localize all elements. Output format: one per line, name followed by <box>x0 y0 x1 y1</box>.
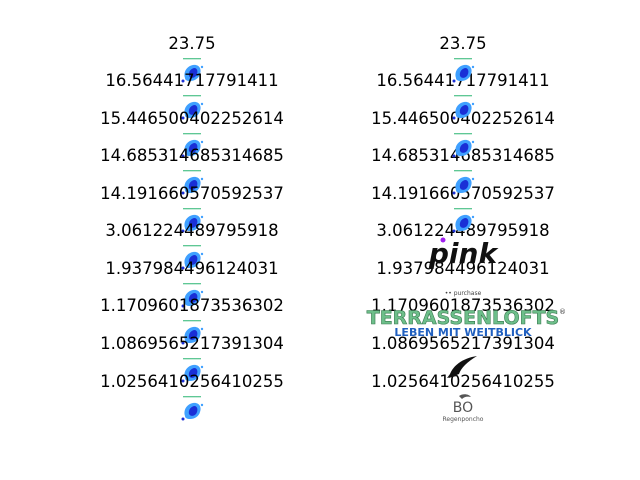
right-value-0: 23.75 <box>439 34 487 53</box>
left-icon-1: ▾▾▾▾▾▾▾▾▾ <box>32 93 352 120</box>
left-icon-8: ▾▾▾▾▾▾▾▾▾ <box>32 356 352 383</box>
terrassenlofts-logo: TERRASSENLOFTS ® LEBEN MIT WEITBLICK <box>303 307 623 344</box>
blue-splash-logo-icon: ▾▾▾▾▾▾▾▾▾ <box>181 394 204 421</box>
right-splash-icon-1: ▾▾▾▾▾▾▾▾▾ <box>303 93 623 120</box>
blue-splash-logo-icon: ▾▾▾▾▾▾▾▾▾ <box>452 131 475 158</box>
terrassenlofts-logo-icon: TERRASSENLOFTS ® LEBEN MIT WEITBLICK <box>366 307 566 339</box>
right-value-7: 1.1709601873536302 <box>371 296 555 315</box>
svg-text:▾▾▾▾▾▾▾▾▾: ▾▾▾▾▾▾▾▾▾ <box>183 206 201 211</box>
left-value-8: 1.0869565217391304 <box>100 334 284 353</box>
left-value-9: 1.0256410256410255 <box>100 372 284 391</box>
blue-splash-logo-icon: ▾▾▾▾▾▾▾▾▾ <box>181 243 204 270</box>
svg-text:▾▾▾▾▾▾▾▾▾: ▾▾▾▾▾▾▾▾▾ <box>454 206 472 211</box>
arrow-swoosh-icon <box>447 356 477 378</box>
left-icon-0: ▾▾▾▾▾▾▾▾▾ <box>32 56 352 83</box>
svg-text:▾▾▾▾▾▾▾▾▾: ▾▾▾▾▾▾▾▾▾ <box>183 168 201 173</box>
blue-splash-logo-icon: ▾▾▾▾▾▾▾▾▾ <box>181 356 204 383</box>
left-icon-7: ▾▾▾▾▾▾▾▾▾ <box>32 318 352 345</box>
right-value-6: 1.937984496124031 <box>376 259 550 278</box>
svg-text:▾▾▾▾▾▾▾▾▾: ▾▾▾▾▾▾▾▾▾ <box>183 131 201 136</box>
svg-text:pink: pink <box>428 237 500 270</box>
left-value-6: 1.937984496124031 <box>105 259 279 278</box>
blue-splash-logo-icon: ▾▾▾▾▾▾▾▾▾ <box>181 131 204 158</box>
right-splash-icon-4: ▾▾▾▾▾▾▾▾▾ <box>303 206 623 233</box>
svg-text:▾▾▾▾▾▾▾▾▾: ▾▾▾▾▾▾▾▾▾ <box>454 93 472 98</box>
blue-splash-logo-icon: ▾▾▾▾▾▾▾▾▾ <box>181 168 204 195</box>
left-value-0: 23.75 <box>168 34 216 53</box>
right-value-9: 1.0256410256410255 <box>371 372 555 391</box>
svg-text:▾▾▾▾▾▾▾▾▾: ▾▾▾▾▾▾▾▾▾ <box>183 281 201 286</box>
blue-splash-logo-icon: ▾▾▾▾▾▾▾▾▾ <box>452 206 475 233</box>
svg-text:▾▾▾▾▾▾▾▾▾: ▾▾▾▾▾▾▾▾▾ <box>454 131 472 136</box>
left-value-5: 3.061224489795918 <box>105 221 279 240</box>
left-icon-3: ▾▾▾▾▾▾▾▾▾ <box>32 168 352 195</box>
left-value-7: 1.1709601873536302 <box>100 296 284 315</box>
svg-text:▾▾▾▾▾▾▾▾▾: ▾▾▾▾▾▾▾▾▾ <box>183 243 201 248</box>
right-splash-icon-3: ▾▾▾▾▾▾▾▾▾ <box>303 168 623 195</box>
left-column: 23.75 ▾▾▾▾▾▾▾▾▾ 16.56441717791411 ▾▾▾▾▾▾… <box>32 0 352 480</box>
pink-logo-icon: pink <box>428 237 500 270</box>
left-value-2: 15.446500402252614 <box>100 109 284 128</box>
svg-text:•• purchase: •• purchase <box>445 290 482 297</box>
svg-text:LEBEN MIT WEITBLICK: LEBEN MIT WEITBLICK <box>394 326 532 339</box>
svg-text:▾▾▾▾▾▾▾▾▾: ▾▾▾▾▾▾▾▾▾ <box>183 93 201 98</box>
right-splash-icon-0: ▾▾▾▾▾▾▾▾▾ <box>303 56 623 83</box>
svg-text:▾▾▾▾▾▾▾▾▾: ▾▾▾▾▾▾▾▾▾ <box>454 56 472 61</box>
blue-splash-logo-icon: ▾▾▾▾▾▾▾▾▾ <box>181 281 204 308</box>
bo-regenponcho-logo-icon: BO Regenponcho <box>443 394 484 423</box>
svg-text:▾▾▾▾▾▾▾▾▾: ▾▾▾▾▾▾▾▾▾ <box>183 56 201 61</box>
svg-text:▾▾▾▾▾▾▾▾▾: ▾▾▾▾▾▾▾▾▾ <box>183 318 201 323</box>
purchase-mark: •• purchase <box>303 281 623 307</box>
svg-text:▾▾▾▾▾▾▾▾▾: ▾▾▾▾▾▾▾▾▾ <box>454 168 472 173</box>
pink-logo: pink <box>303 237 623 270</box>
left-icon-5: ▾▾▾▾▾▾▾▾▾ <box>32 243 352 270</box>
purchase-text-icon: •• purchase <box>445 290 482 297</box>
left-icon-4: ▾▾▾▾▾▾▾▾▾ <box>32 206 352 233</box>
right-value-4: 14.191660570592537 <box>371 184 555 203</box>
blue-splash-logo-icon: ▾▾▾▾▾▾▾▾▾ <box>452 93 475 120</box>
left-value-4: 14.191660570592537 <box>100 184 284 203</box>
right-value-8: 1.0869565217391304 <box>371 334 555 353</box>
right-column: 23.7516.5644171779141115.446500402252614… <box>303 0 623 480</box>
blue-splash-logo-icon: ▾▾▾▾▾▾▾▾▾ <box>452 168 475 195</box>
left-icon-9: ▾▾▾▾▾▾▾▾▾ <box>32 394 352 421</box>
arrow-swoosh-logo <box>303 356 623 382</box>
right-value-2: 15.446500402252614 <box>371 109 555 128</box>
left-value-3: 14.685314685314685 <box>100 146 284 165</box>
svg-text:BO: BO <box>453 400 473 416</box>
svg-text:▾▾▾▾▾▾▾▾▾: ▾▾▾▾▾▾▾▾▾ <box>183 394 201 399</box>
bo-regenponcho-logo: BO Regenponcho <box>303 394 623 423</box>
left-icon-2: ▾▾▾▾▾▾▾▾▾ <box>32 131 352 158</box>
left-value-1: 16.56441717791411 <box>105 71 279 90</box>
svg-text:Regenponcho: Regenponcho <box>443 416 484 423</box>
blue-splash-logo-icon: ▾▾▾▾▾▾▾▾▾ <box>181 206 204 233</box>
right-splash-icon-2: ▾▾▾▾▾▾▾▾▾ <box>303 131 623 158</box>
blue-splash-logo-icon: ▾▾▾▾▾▾▾▾▾ <box>181 318 204 345</box>
blue-splash-logo-icon: ▾▾▾▾▾▾▾▾▾ <box>181 93 204 120</box>
svg-text:▾▾▾▾▾▾▾▾▾: ▾▾▾▾▾▾▾▾▾ <box>183 356 201 361</box>
blue-splash-logo-icon: ▾▾▾▾▾▾▾▾▾ <box>452 56 475 83</box>
left-icon-6: ▾▾▾▾▾▾▾▾▾ <box>32 281 352 308</box>
blue-splash-logo-icon: ▾▾▾▾▾▾▾▾▾ <box>181 56 204 83</box>
svg-text:®: ® <box>559 308 566 316</box>
svg-text:TERRASSENLOFTS: TERRASSENLOFTS <box>367 307 560 329</box>
